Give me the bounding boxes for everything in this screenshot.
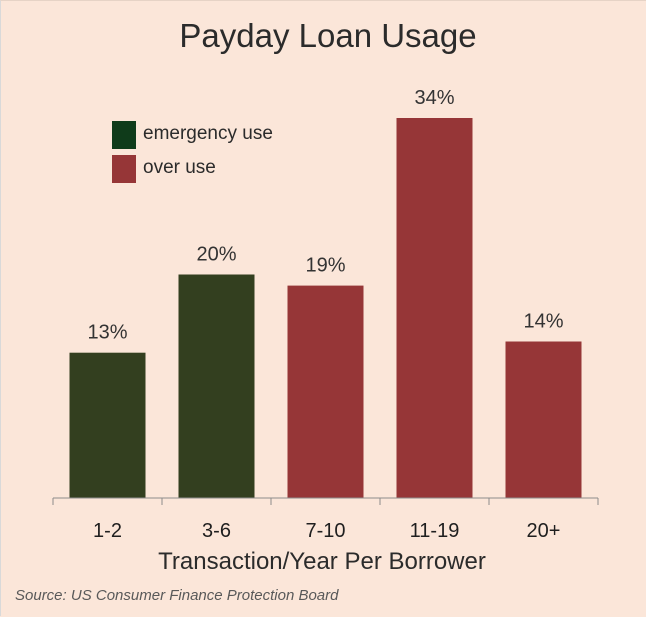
tick-label-7-10: 7-10 <box>305 520 345 542</box>
bar-1-2 <box>69 352 146 498</box>
tick-label-11-19: 11-19 <box>410 520 460 542</box>
data-label-20+: 14% <box>523 311 563 333</box>
legend-label-emergency: emergency use <box>143 123 273 144</box>
bars: 13% 20% 19% 34% 14% <box>69 87 582 498</box>
tick-label-20+: 20+ <box>527 520 561 542</box>
tick-label-3-6: 3-6 <box>202 520 231 542</box>
legend-swatch-emergency <box>112 121 136 149</box>
x-axis: 1-2 3-6 7-10 11-19 20+ <box>52 497 599 542</box>
legend: emergency use over use <box>112 121 273 183</box>
source-note: Source: US Consumer Finance Protection B… <box>15 587 339 604</box>
data-label-3-6: 20% <box>196 244 236 266</box>
bar-7-10 <box>287 285 364 498</box>
bar-20+ <box>505 341 582 498</box>
data-label-1-2: 13% <box>87 322 127 344</box>
bar-3-6 <box>178 274 255 498</box>
chart-title: Payday Loan Usage <box>179 17 476 54</box>
x-axis-label: Transaction/Year Per Borrower <box>158 548 486 575</box>
bar-11-19 <box>396 118 473 498</box>
legend-swatch-over <box>112 155 136 183</box>
tick-label-1-2: 1-2 <box>93 520 122 542</box>
legend-label-over: over use <box>143 157 216 178</box>
data-label-7-10: 19% <box>305 255 345 277</box>
data-label-11-19: 34% <box>414 87 454 109</box>
